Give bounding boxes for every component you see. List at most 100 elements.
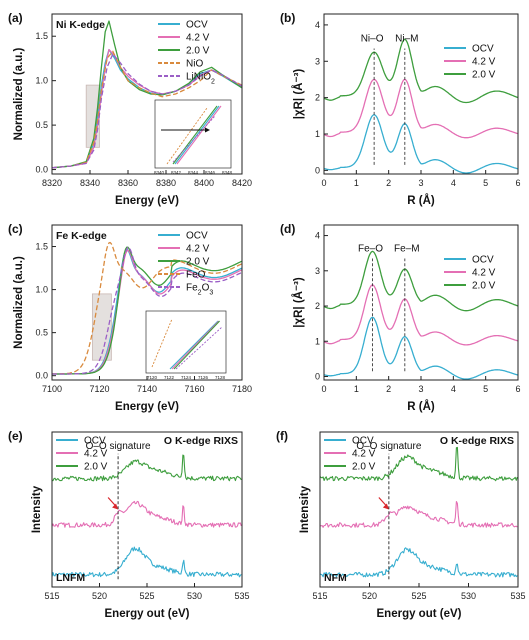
panel-a-xtick-label: 8420 (232, 178, 252, 188)
panel-d-xtick-label: 0 (321, 384, 326, 394)
panel-a-xtick-label: 8340 (80, 178, 100, 188)
panel-c-xtick-label: 7180 (232, 384, 252, 394)
panel-c-xlabel: Energy (eV) (115, 401, 179, 413)
panel-d-xlabel: R (Å) (407, 400, 435, 413)
panel-e-series-1 (51, 500, 242, 528)
panel-a-ytick-label: 1.5 (35, 31, 48, 41)
panel-f-xtick-label: 515 (312, 591, 327, 601)
panel-f-xtick-label: 525 (411, 591, 426, 601)
panel-c-ylabel: Normalized (a.u.) (13, 256, 25, 349)
panel-f-xlabel: Energy out (eV) (377, 608, 462, 620)
panel-d-xtick-label: 6 (515, 384, 520, 394)
panel-a-inset-arrowhead (205, 127, 210, 133)
panel-c-inset-tick: 7126 (198, 375, 209, 380)
panel-e-series-2 (51, 454, 242, 482)
panel-a-xtick-label: 8400 (194, 178, 214, 188)
panel-a-legend-item: NiO (186, 59, 203, 70)
panel-c-inset-line (173, 320, 220, 370)
panel-e-xlabel: Energy out (eV) (105, 608, 190, 620)
panel-d-ytick-label: 0 (315, 371, 320, 381)
panel-a-inset-line (174, 105, 220, 165)
panel-a-xtick-label: 8320 (42, 178, 62, 188)
panel-a-xtick-label: 8380 (156, 178, 176, 188)
panel-c-legend-item: 2.0 V (186, 257, 210, 268)
panel-a-inset-tick: 8344 (188, 170, 199, 175)
panel-b-series-0 (323, 114, 519, 174)
panel-f-arrowhead (382, 503, 389, 510)
panel-e-legend-item: 2.0 V (84, 462, 108, 473)
panel-c-xtick-label: 7160 (184, 384, 204, 394)
panel-a-legend-item: LiNiO2 (186, 72, 215, 86)
panel-e-xtick-label: 520 (92, 591, 107, 601)
panel-e-annotation: O–O signature (86, 441, 151, 452)
panel-b-ytick-label: 2 (315, 93, 320, 103)
panel-d-annotation: Fe–M (394, 243, 420, 254)
panel-a-legend-item: 2.0 V (186, 46, 210, 57)
panel-d-label: (d) (280, 222, 295, 236)
panel-d-legend-item: 4.2 V (472, 268, 496, 279)
panel-b-series-1 (323, 78, 519, 139)
panel-b-xtick-label: 3 (418, 178, 423, 188)
panel-e-xtick-label: 535 (234, 591, 249, 601)
panel-b-xtick-label: 0 (321, 178, 326, 188)
panel-b-xtick-label: 4 (451, 178, 456, 188)
panel-c-legend-item: OCV (186, 231, 208, 242)
panel-b-annotation: Ni–O (361, 33, 384, 44)
panel-a-series-4 (51, 53, 243, 169)
panel-a-inset-line (176, 105, 222, 165)
panel-c-inset-line (151, 318, 173, 368)
panel-d-ytick-label: 4 (315, 231, 320, 241)
panel-a-inset (154, 99, 232, 169)
panel-e-xtick-label: 530 (187, 591, 202, 601)
panel-c-ytick-label: 1.0 (35, 285, 48, 295)
panel-a-inset-tick: 8346 (205, 170, 216, 175)
panel-c-xtick-label: 7120 (89, 384, 109, 394)
panel-e-sample: LNFM (56, 572, 85, 584)
panel-c-inset-tick: 7122 (164, 375, 175, 380)
panel-d-xtick-label: 1 (354, 384, 359, 394)
panel-c-xtick-label: 7100 (42, 384, 62, 394)
panel-f-label: (f) (276, 429, 288, 443)
panel-d-legend-item: OCV (472, 255, 494, 266)
panel-f-annotation: O–O signature (356, 441, 421, 452)
panel-c-xtick-label: 7140 (137, 384, 157, 394)
panel-d-series-1 (323, 284, 519, 346)
panel-a-inset-tick: 8348 (222, 170, 233, 175)
panel-d-series-0 (323, 316, 519, 380)
panel-a-xlabel: Energy (eV) (115, 195, 179, 207)
panel-f-sample: NFM (324, 572, 347, 584)
panel-a-legend-item: 4.2 V (186, 33, 210, 44)
panel-c-label: (c) (8, 222, 23, 236)
panel-d-legend-item: 2.0 V (472, 281, 496, 292)
panel-a-ytick-label: 1.0 (35, 76, 48, 86)
panel-c-ytick-label: 0.0 (35, 371, 48, 381)
panel-d-ytick-label: 2 (315, 301, 320, 311)
panel-b-legend-item: OCV (472, 44, 494, 55)
panel-a-ytick-label: 0.5 (35, 120, 48, 130)
panel-d-xtick-label: 3 (418, 384, 423, 394)
panel-e-series-0 (51, 546, 242, 578)
panel-e-label: (e) (8, 429, 23, 443)
panel-c-inset-tick: 7124 (181, 375, 192, 380)
panel-b-legend-item: 4.2 V (472, 57, 496, 68)
panel-c-ytick-label: 1.5 (35, 242, 48, 252)
panel-b-xtick-label: 1 (354, 178, 359, 188)
panel-d-ytick-label: 3 (315, 266, 320, 276)
panel-c-inset-tick: 7128 (215, 375, 226, 380)
panel-c-series-3 (52, 241, 243, 375)
panel-b-label: (b) (280, 11, 295, 25)
panel-f-xtick-label: 535 (510, 591, 525, 601)
panel-a-ylabel: Normalized (a.u.) (13, 48, 25, 141)
panel-b-annotation: Ni–M (395, 33, 418, 44)
panel-c-inset-tick: 7120 (147, 375, 158, 380)
panel-d-xtick-label: 5 (483, 384, 488, 394)
panel-b-ylabel: |χR| (Å⁻³) (292, 69, 305, 120)
panel-e-legend-item: OCV (84, 436, 106, 447)
panel-d-ytick-label: 1 (315, 336, 320, 346)
panel-e-arrowhead (112, 503, 119, 510)
panel-c-legend-item: 4.2 V (186, 244, 210, 255)
panel-a-inset-tick: 8342 (171, 170, 182, 175)
panel-b-xtick-label: 6 (515, 178, 520, 188)
panel-b-ytick-label: 1 (315, 129, 320, 139)
panel-d-series-2 (323, 250, 519, 312)
